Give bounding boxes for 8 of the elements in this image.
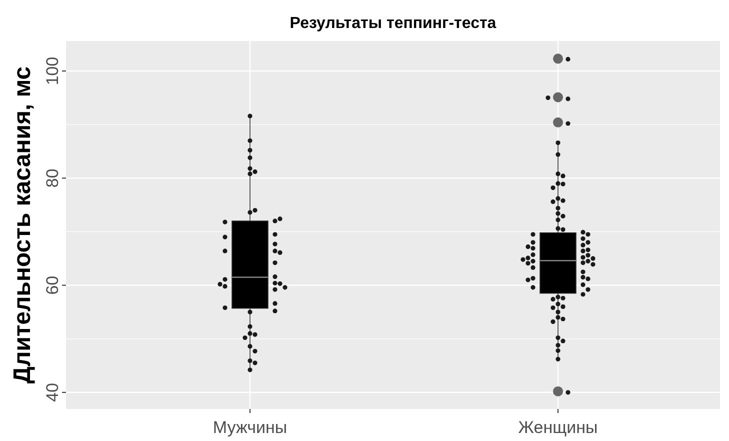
y-tick-label: 40: [43, 382, 62, 402]
y-tick-label: 80: [43, 168, 62, 188]
x-tick-label: Мужчины: [212, 418, 288, 437]
y-axis-title: Длительность касания, мс: [9, 66, 36, 384]
y-tick-label: 100: [43, 56, 62, 86]
chart-title: Результаты теппинг-теста: [290, 15, 496, 32]
y-tick-label: 60: [43, 276, 62, 295]
x-tick-label: Женщины: [518, 418, 598, 437]
